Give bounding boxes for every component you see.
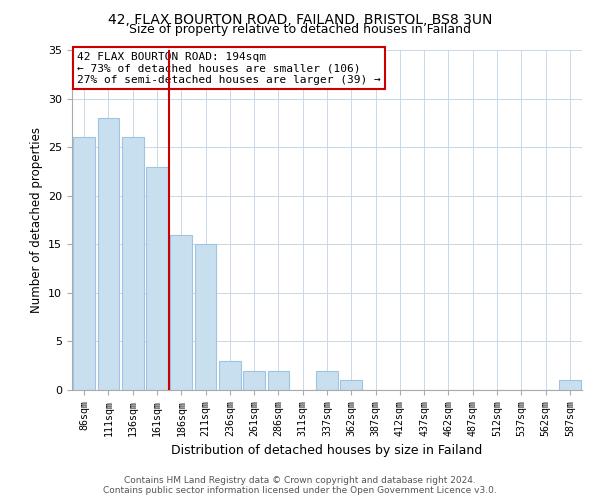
Y-axis label: Number of detached properties: Number of detached properties (29, 127, 43, 313)
Bar (559, 380, 581, 390)
Bar (146, 166, 168, 390)
Bar (316, 370, 338, 390)
Bar (340, 380, 362, 390)
Bar (97, 118, 119, 390)
Bar (73, 138, 95, 390)
Bar (122, 138, 143, 390)
X-axis label: Distribution of detached houses by size in Failand: Distribution of detached houses by size … (172, 444, 482, 457)
Bar (194, 244, 217, 390)
Text: 42 FLAX BOURTON ROAD: 194sqm
← 73% of detached houses are smaller (106)
27% of s: 42 FLAX BOURTON ROAD: 194sqm ← 73% of de… (77, 52, 381, 85)
Text: Size of property relative to detached houses in Failand: Size of property relative to detached ho… (129, 22, 471, 36)
Bar (243, 370, 265, 390)
Bar (170, 234, 192, 390)
Text: Contains HM Land Registry data © Crown copyright and database right 2024.
Contai: Contains HM Land Registry data © Crown c… (103, 476, 497, 495)
Bar (219, 361, 241, 390)
Bar (268, 370, 289, 390)
Text: 42, FLAX BOURTON ROAD, FAILAND, BRISTOL, BS8 3UN: 42, FLAX BOURTON ROAD, FAILAND, BRISTOL,… (108, 12, 492, 26)
